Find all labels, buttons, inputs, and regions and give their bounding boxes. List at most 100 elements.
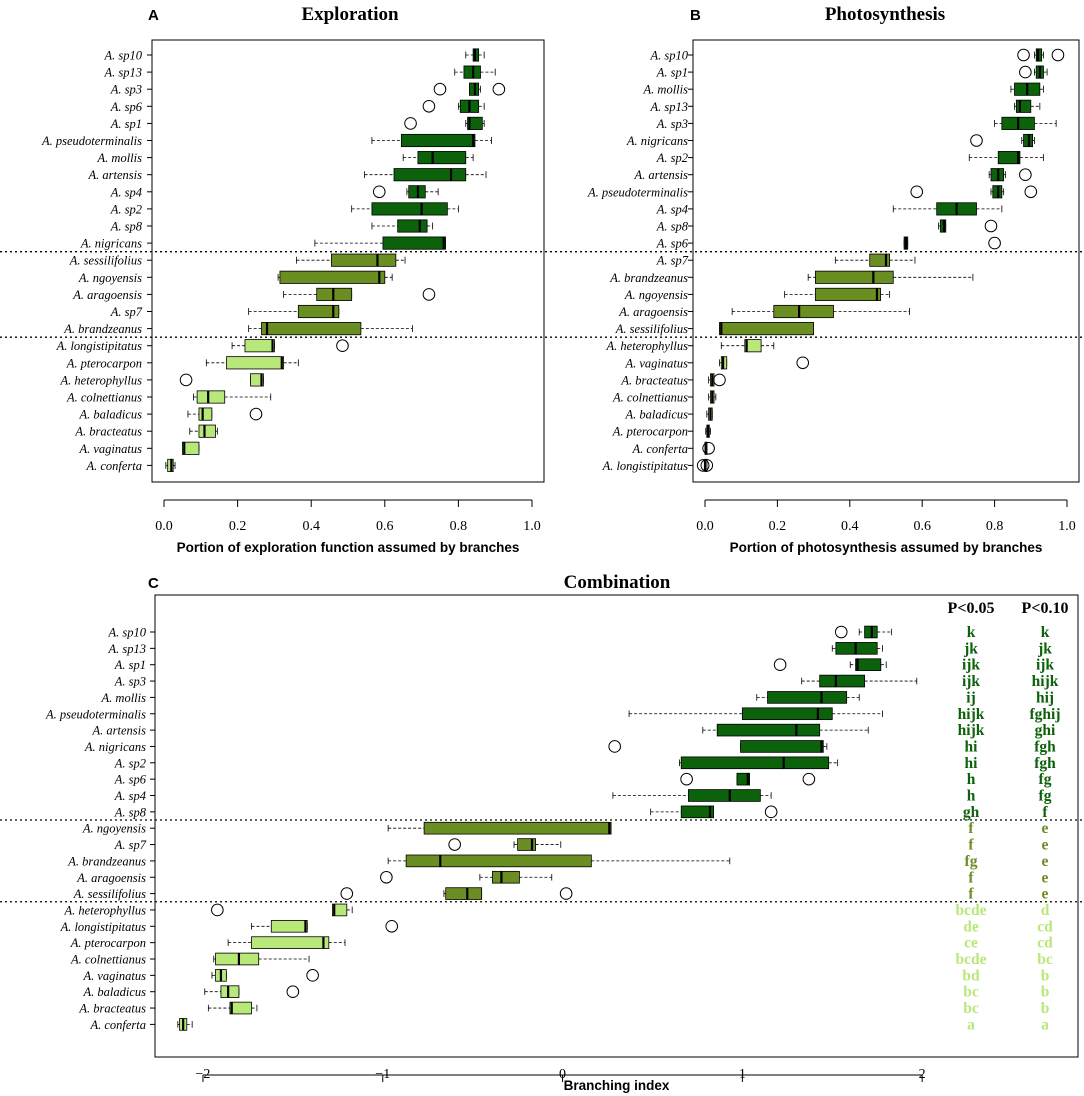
sig-letters-p010: d [1041, 902, 1050, 919]
plot-frame [692, 39, 1080, 483]
species-row: A. sp1 [110, 116, 485, 131]
x-tick-label: 0.6 [376, 519, 394, 534]
box [819, 674, 866, 688]
box [261, 322, 362, 336]
sig-header-p005: P<0.05 [948, 600, 995, 617]
species-row: A. sp2 [110, 202, 459, 216]
species-row: A. baladicus [79, 407, 263, 422]
sig-letters-p010: f [1042, 804, 1048, 821]
sig-letters-p005: hijk [958, 706, 985, 723]
species-label: A. artensis [88, 168, 143, 182]
outlier-point [422, 288, 436, 301]
plot-frame [154, 594, 1079, 1058]
sig-letters-p010: bc [1037, 951, 1053, 968]
species-row: A. sp10 [104, 48, 485, 63]
outlier-point [802, 772, 816, 786]
outlier-point [286, 985, 300, 999]
outlier-point [834, 625, 848, 639]
x-tick-label: 0.8 [450, 519, 468, 534]
box [297, 304, 340, 319]
sig-letters-p010: cd [1037, 918, 1053, 935]
box [815, 270, 894, 284]
species-row: A. sp4 h fg [114, 788, 1052, 805]
species-row: A. sp1 [656, 65, 1048, 80]
species-label: A. colnettianus [70, 953, 146, 967]
species-label: A. brandzeanus [67, 854, 146, 868]
species-label: A. ngoyensis [82, 822, 146, 836]
x-tick-label: 1.0 [1058, 519, 1076, 534]
box [741, 707, 833, 721]
species-row: A. pterocarpon [612, 424, 711, 439]
species-label: A. bracteatus [78, 1002, 146, 1016]
box [719, 322, 814, 336]
species-row: A. sp7 f e [114, 837, 1049, 854]
species-label: A. baladicus [83, 985, 147, 999]
box [517, 838, 536, 851]
species-label: A. sp4 [656, 202, 688, 216]
species-row: A. vaginatus bd b [83, 967, 1050, 984]
outlier-point [608, 740, 622, 753]
species-row: A. conferta [85, 458, 176, 473]
x-tick-label: 0 [559, 1067, 566, 1082]
species-label: A. aragoensis [76, 871, 146, 885]
species-row: A. nigricans hi fgh [84, 738, 1056, 755]
species-row: A. ngoyensis [624, 287, 891, 302]
outlier-point [970, 134, 983, 147]
sig-letters-p005: h [967, 788, 976, 805]
box [417, 151, 467, 165]
species-row: A. pterocarpon ce cd [70, 935, 1053, 952]
box [405, 854, 592, 868]
species-row: A. colnettianus [612, 390, 717, 405]
x-tick-label: −2 [196, 1067, 211, 1082]
species-row: A. colnettianus bcde bc [70, 951, 1053, 968]
species-label: A. nigricans [84, 740, 146, 754]
x-axis-label: Portion of exploration function assumed … [177, 540, 520, 555]
species-label: A. baladicus [625, 408, 689, 422]
species-label: A. mollis [97, 151, 143, 165]
species-row: A. brandzeanus [609, 270, 974, 285]
species-label: A. longistipitatus [56, 339, 143, 353]
species-row: A. aragoensis [618, 304, 910, 319]
species-label: A. sp8 [114, 805, 147, 819]
species-label: A. pterocarpon [612, 425, 688, 439]
species-row: A. sp7 [656, 253, 916, 268]
species-row: A. heterophyllus [606, 339, 775, 353]
outlier-point [336, 339, 349, 353]
species-row: A. sp10 k k [108, 624, 1050, 641]
species-label: A. longistipitatus [60, 920, 147, 934]
species-row: A. sp1 ijk ijk [114, 657, 1055, 674]
sig-letters-p010: e [1042, 820, 1049, 837]
species-label: A. pterocarpon [66, 356, 142, 370]
sig-letters-p005: f [968, 837, 974, 854]
sig-letters-p005: de [963, 918, 979, 935]
box [1015, 99, 1032, 113]
outlier-point [1051, 48, 1065, 62]
species-label: A. vaginatus [83, 969, 147, 983]
outlier-point [385, 920, 399, 933]
box [400, 133, 476, 148]
species-label: A. mollis [101, 691, 147, 705]
species-row: A. sp8 gh f [114, 804, 1049, 821]
species-row: A. sp6 [656, 236, 1001, 251]
x-tick-label: 0.0 [696, 519, 714, 534]
sig-letters-p010: k [1041, 624, 1050, 641]
species-label: A. aragoensis [618, 305, 688, 319]
species-row: A. pseudoterminalis [587, 185, 1038, 199]
species-row: A. artensis [88, 168, 487, 182]
species-row: A. bracteatus [620, 373, 726, 387]
sig-letters-p010: fg [1039, 771, 1052, 788]
sig-letters-p005: bc [963, 984, 979, 1001]
species-label: A. sp13 [108, 642, 147, 656]
box [815, 287, 881, 301]
outlier-point [1024, 185, 1038, 199]
species-row: A. sp2 [656, 151, 1044, 165]
box [397, 219, 428, 233]
box [220, 985, 240, 998]
sig-letters-p005: f [968, 886, 974, 903]
box [270, 920, 308, 933]
outlier-point [984, 219, 998, 233]
sig-letters-p005: bd [962, 967, 980, 984]
sig-letters-p005: h [967, 771, 976, 788]
